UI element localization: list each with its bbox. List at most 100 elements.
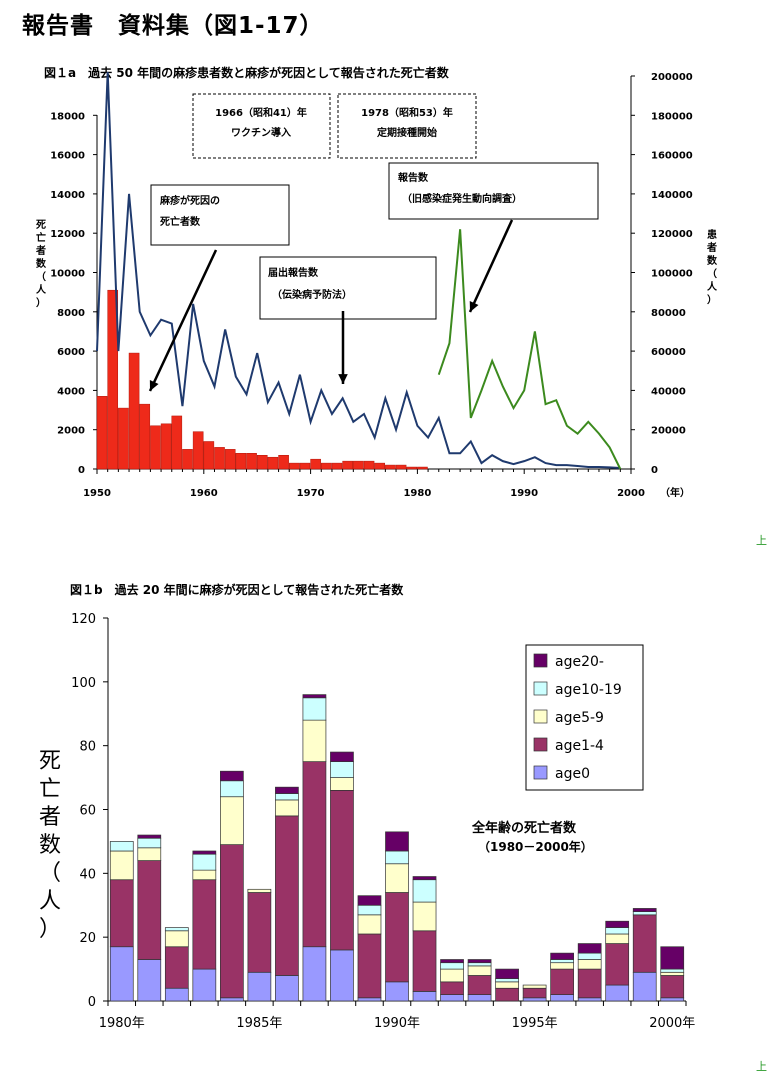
bar-age5-9 xyxy=(357,914,382,935)
deaths-arrow xyxy=(148,249,218,392)
bar-age5-9 xyxy=(330,777,354,791)
bar-age1-4 xyxy=(440,981,464,995)
right-tick-label: 60000 xyxy=(651,347,686,358)
left-tick-label: 2000 xyxy=(57,426,85,437)
bar-deaths xyxy=(96,396,108,470)
bar-deaths xyxy=(118,407,129,470)
bar-age0 xyxy=(220,997,244,1002)
bar-deaths xyxy=(342,460,353,470)
right-axis-label: 患者数（人） xyxy=(706,228,718,306)
left-tick-label: 8000 xyxy=(57,308,85,319)
bar-deaths xyxy=(331,462,343,470)
bar-deaths xyxy=(192,431,204,470)
line-reported xyxy=(437,229,622,470)
bar-deaths xyxy=(256,454,268,470)
bar-age5-9 xyxy=(302,719,327,762)
x-tick-label: 1995年 xyxy=(512,1016,558,1031)
y-tick-label: 100 xyxy=(71,676,96,691)
chart-1b: 0 20 40 60 80 100 120 1980年 1985年 1990年 1995年 2000年… xyxy=(39,612,695,1031)
bar-age20- xyxy=(440,959,464,964)
bar-deaths xyxy=(203,441,215,470)
bar-age10-19 xyxy=(550,959,574,964)
page-top-link[interactable]: 上 xyxy=(756,534,767,547)
svg-text:死: 死 xyxy=(36,219,46,231)
bar-age5-9 xyxy=(412,901,437,932)
bar-age5-9 xyxy=(220,796,244,845)
bar-age0 xyxy=(605,984,630,1002)
bar-age0 xyxy=(302,946,327,1002)
page-top-link-bottom[interactable]: 上 xyxy=(756,1060,767,1073)
chart-1a: 0 2000 4000 6000 8000 10000 12000 14000 16000 180… xyxy=(35,72,718,499)
bar-age10-19 xyxy=(164,927,189,932)
x-tick-label: 1980年 xyxy=(99,1016,145,1031)
bar-deaths xyxy=(139,403,151,470)
bar-age5-9 xyxy=(109,850,134,881)
svg-text:）: ） xyxy=(707,293,717,306)
bar-deaths xyxy=(406,466,418,470)
bar-deaths xyxy=(214,447,225,470)
bar-deaths xyxy=(182,449,193,470)
bar-age5-9 xyxy=(550,962,574,970)
right-tick-label: 40000 xyxy=(651,386,686,397)
bar-deaths xyxy=(288,462,300,470)
bar-age1-4 xyxy=(275,815,299,976)
legend-label-age10-19: age10-19 xyxy=(555,682,622,698)
left-tick-label: 14000 xyxy=(50,190,85,201)
svg-text:（: （ xyxy=(707,267,717,280)
annotation-line-1: 全年齢の死亡者数 xyxy=(471,820,577,836)
bar-age0 xyxy=(550,994,574,1002)
x-tick-label: 1980 xyxy=(403,488,431,499)
legend-label-age5-9: age5-9 xyxy=(555,710,604,726)
bar-deaths xyxy=(353,460,364,470)
svg-text:数: 数 xyxy=(707,254,718,267)
notified-arrow xyxy=(338,311,348,384)
bar-age1-4 xyxy=(192,879,217,970)
x-axis-unit: （年） xyxy=(660,486,690,499)
bar-age20- xyxy=(137,834,162,839)
bar-deaths xyxy=(224,449,236,470)
bar-age10-19 xyxy=(137,837,162,849)
bar-age10-19 xyxy=(302,697,327,721)
bar-age5-9 xyxy=(192,869,217,881)
vaccine-intro-text: ワクチン導入 xyxy=(231,126,291,139)
bar-age1-4 xyxy=(467,975,492,995)
svg-text:人: 人 xyxy=(707,280,718,293)
legend-swatch-age10-19 xyxy=(533,681,548,696)
right-tick-label: 0 xyxy=(651,465,658,476)
bar-age20- xyxy=(495,968,519,980)
bar-age1-4 xyxy=(302,761,327,948)
legend-swatch-age0 xyxy=(533,765,548,780)
bar-age10-19 xyxy=(109,841,134,852)
x-tick-label: 2000 xyxy=(617,488,645,499)
bar-age0 xyxy=(137,959,162,1002)
bar-age0 xyxy=(192,968,217,1002)
legend-swatch-age20- xyxy=(533,653,548,668)
y-tick-label: 0 xyxy=(88,995,96,1010)
deaths-label-box xyxy=(150,184,290,246)
bar-age1-4 xyxy=(577,968,602,999)
bar-age10-19 xyxy=(440,962,464,970)
svg-text:数: 数 xyxy=(39,833,61,858)
bar-deaths xyxy=(107,289,119,470)
bar-age0 xyxy=(357,997,382,1002)
svg-text:亡: 亡 xyxy=(36,231,46,244)
bar-deaths xyxy=(310,458,321,470)
legend-swatch-age1-4 xyxy=(533,737,548,752)
bar-age1-4 xyxy=(109,879,134,948)
bar-deaths xyxy=(417,466,428,470)
vaccine-intro-box xyxy=(192,93,331,159)
bar-age10-19 xyxy=(220,780,244,798)
bar-age20- xyxy=(275,786,299,794)
bar-age5-9 xyxy=(660,971,685,976)
bar-age10-19 xyxy=(330,761,354,778)
reported-arrow xyxy=(468,219,514,313)
legend: age20- age10-19 age5-9 age1-4 age0 xyxy=(525,644,644,791)
bar-deaths xyxy=(385,464,396,470)
bar-age0 xyxy=(660,997,685,1002)
bar-age10-19 xyxy=(275,793,299,801)
bar-age5-9 xyxy=(247,888,272,893)
legend-label-age1-4: age1-4 xyxy=(555,738,604,754)
bar-deaths xyxy=(235,453,247,470)
reported-label-2: （旧感染症発生動向調査） xyxy=(402,192,522,205)
bar-age1-4 xyxy=(660,975,685,999)
